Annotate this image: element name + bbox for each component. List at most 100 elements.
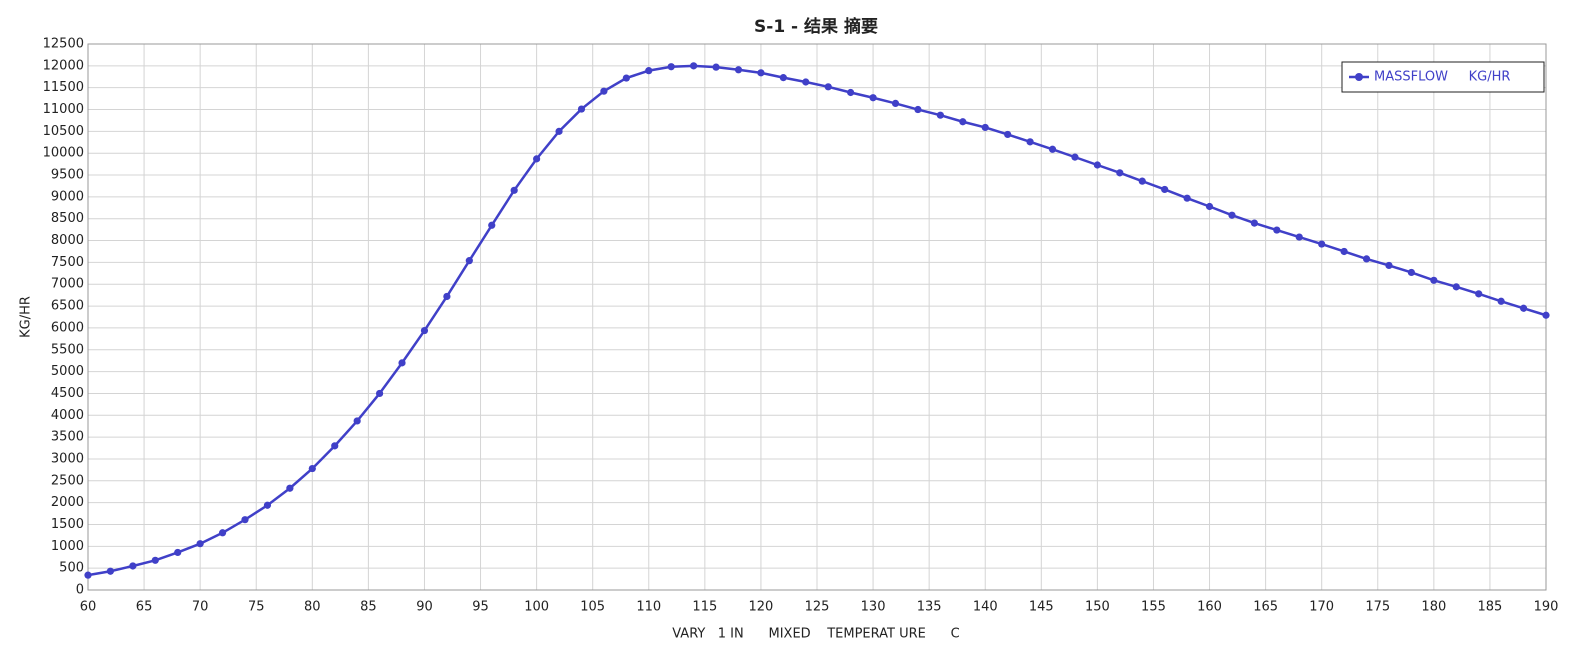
data-point <box>533 155 541 163</box>
x-tick-label: 125 <box>805 600 830 615</box>
y-tick-label: 12500 <box>43 37 84 52</box>
legend-marker <box>1355 73 1363 81</box>
data-point <box>84 571 92 579</box>
data-point <box>420 326 429 335</box>
series-line <box>87 64 1547 577</box>
data-point <box>488 221 496 229</box>
data-point <box>1026 138 1034 146</box>
legend-label: MASSFLOW KG/HR <box>1374 70 1510 85</box>
data-point <box>1048 145 1057 153</box>
data-point <box>1116 169 1124 177</box>
x-tick-label: 60 <box>80 600 97 615</box>
data-point <box>869 94 877 102</box>
y-tick-label: 12000 <box>43 58 84 73</box>
x-tick-label: 175 <box>1365 600 1390 615</box>
x-tick-label: 65 <box>136 600 153 615</box>
data-point <box>1093 161 1101 169</box>
y-tick-label: 1500 <box>51 517 84 532</box>
x-tick-label: 75 <box>248 600 265 615</box>
data-point <box>622 74 630 82</box>
data-point <box>510 186 518 194</box>
y-tick-label: 4500 <box>51 386 84 401</box>
x-tick-label: 190 <box>1534 600 1559 615</box>
data-point <box>779 74 787 82</box>
y-tick-label: 10500 <box>43 124 84 139</box>
data-point <box>1362 255 1371 263</box>
data-point <box>241 516 249 524</box>
data-point <box>645 67 653 75</box>
y-tick-label: 3000 <box>51 451 84 466</box>
data-point <box>398 359 406 367</box>
data-point <box>286 484 294 492</box>
data-point <box>1228 211 1236 219</box>
y-tick-label: 5000 <box>51 364 84 379</box>
data-point <box>106 567 115 575</box>
x-tick-label: 135 <box>917 600 942 615</box>
y-tick-label: 500 <box>59 561 84 576</box>
y-tick-label: 7000 <box>51 277 84 292</box>
data-point <box>1497 297 1505 305</box>
data-point <box>847 88 855 97</box>
data-point <box>667 63 675 71</box>
data-point <box>555 127 563 135</box>
data-point <box>600 87 608 95</box>
y-tick-label: 1000 <box>51 539 84 554</box>
x-tick-label: 90 <box>416 600 433 615</box>
y-tick-label: 10000 <box>43 146 84 161</box>
data-point <box>129 562 137 570</box>
x-tick-label: 85 <box>360 600 377 615</box>
y-tick-label: 8000 <box>51 233 84 248</box>
data-point <box>1250 219 1258 227</box>
data-point <box>1071 153 1079 161</box>
data-point <box>1519 304 1528 312</box>
y-tick-label: 2000 <box>51 495 84 510</box>
y-tick-label: 3500 <box>51 430 84 445</box>
y-tick-label: 2500 <box>51 473 84 488</box>
data-point <box>1295 233 1303 241</box>
data-point <box>577 105 586 113</box>
x-axis-label: VARY 1 IN MIXED TEMPERAT URE C <box>672 627 959 642</box>
legend: MASSFLOW KG/HR <box>1341 61 1545 93</box>
data-point <box>263 501 272 509</box>
x-tick-label: 100 <box>524 600 549 615</box>
data-point <box>690 62 698 70</box>
y-tick-label: 0 <box>76 583 84 598</box>
x-tick-label: 165 <box>1253 600 1278 615</box>
data-point <box>1407 268 1416 277</box>
y-tick-label: 11000 <box>43 102 84 117</box>
data-point <box>1452 283 1460 291</box>
y-tick-label: 6000 <box>51 320 84 335</box>
data-point <box>218 529 227 537</box>
y-tick-label: 9500 <box>51 168 84 183</box>
data-point <box>465 257 473 265</box>
data-point <box>959 118 967 126</box>
data-point <box>308 464 316 473</box>
data-point <box>1385 261 1393 270</box>
x-tick-label: 110 <box>636 600 661 615</box>
y-axis-label: KG/HR <box>19 296 34 338</box>
data-point <box>1138 177 1146 185</box>
data-point <box>914 105 922 114</box>
x-tick-label: 160 <box>1197 600 1222 615</box>
x-tick-label: 130 <box>861 600 886 615</box>
data-point <box>757 69 765 77</box>
x-tick-label: 105 <box>580 600 605 615</box>
data-point <box>353 417 361 425</box>
data-point <box>174 548 182 557</box>
x-tick-label: 140 <box>973 600 998 615</box>
data-point <box>1273 226 1281 234</box>
data-point <box>1205 202 1214 211</box>
x-tick-label: 120 <box>749 600 774 615</box>
data-point <box>1340 247 1348 256</box>
x-tick-label: 80 <box>304 600 321 615</box>
data-point <box>1183 194 1191 202</box>
data-point <box>1318 240 1326 248</box>
y-tick-label: 4000 <box>51 408 84 423</box>
x-tick-label: 150 <box>1085 600 1110 615</box>
data-point <box>1542 311 1550 319</box>
data-point <box>151 556 159 564</box>
data-point <box>1475 290 1483 298</box>
data-point <box>734 66 743 74</box>
